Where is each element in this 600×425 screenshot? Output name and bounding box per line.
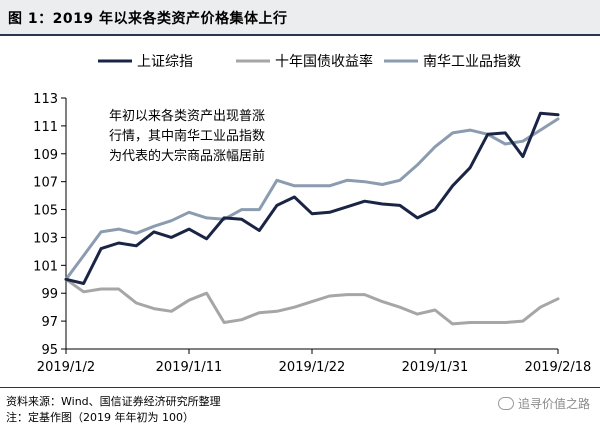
y-tick-label: 103	[33, 231, 58, 246]
legend-label-shanghai-composite: 上证综指	[137, 54, 193, 70]
y-tick-label: 97	[41, 315, 58, 330]
watermark: 追寻价值之路	[497, 395, 590, 412]
series-layer	[64, 111, 560, 326]
wechat-icon	[497, 397, 514, 410]
x-tick-label: 2019/1/31	[402, 360, 469, 375]
series-line-10y-bond-yield	[64, 277, 560, 326]
y-tick-label: 107	[33, 176, 58, 191]
y-tick-label: 113	[33, 92, 58, 107]
base-note: 注：定基作图（2019 年年初为 100）	[6, 411, 194, 424]
chart-legend: 上证综指 十年国债收益率 南华工业品指数	[98, 53, 521, 70]
figure-footer: 资料来源：Wind、国信证券经济研究所整理 注：定基作图（2019 年年初为 1…	[0, 387, 600, 425]
annotation-line-2: 行情，其中南华工业品指数	[109, 128, 265, 144]
figure-title: 图 1：2019 年以来各类资产价格集体上行	[8, 11, 288, 27]
y-tick-label: 99	[41, 287, 58, 302]
series-line-nanhua-industrial-index	[64, 117, 560, 281]
series-line-shanghai-composite	[64, 111, 560, 285]
y-tick-label: 111	[33, 120, 58, 135]
chart-annotation: 年初以来各类资产出现普涨 行情，其中南华工业品指数 为代表的大宗商品涨幅居前	[109, 108, 265, 164]
header-rule	[0, 34, 600, 36]
line-chart: 上证综指 十年国债收益率 南华工业品指数 年初以来各类资产出现普涨 行情，其中南…	[33, 53, 592, 375]
figure-header: 图 1：2019 年以来各类资产价格集体上行	[0, 0, 600, 34]
y-axis: 95 97 99 101 103 105 107 109 111 113	[33, 92, 67, 358]
y-tick-label: 109	[33, 148, 58, 163]
annotation-line-1: 年初以来各类资产出现普涨	[109, 108, 265, 124]
y-tick-label: 105	[33, 204, 58, 219]
x-axis: 2019/1/2 2019/1/11 2019/1/22 2019/1/31 2019/…	[37, 348, 592, 375]
annotation-line-3: 为代表的大宗商品涨幅居前	[109, 148, 265, 164]
x-tick-label: 2019/1/11	[156, 360, 223, 375]
y-tick-label: 95	[41, 343, 58, 358]
legend-label-10y-bond-yield: 十年国债收益率	[275, 53, 373, 70]
watermark-text: 追寻价值之路	[517, 397, 590, 411]
x-tick-label: 2019/2/18	[525, 360, 592, 375]
y-tick-label: 101	[33, 259, 58, 274]
source-note: 资料来源：Wind、国信证券经济研究所整理	[6, 395, 221, 408]
legend-label-nanhua-industrial-index: 南华工业品指数	[423, 54, 521, 70]
x-tick-label: 2019/1/2	[37, 360, 95, 375]
x-tick-label: 2019/1/22	[279, 360, 346, 375]
